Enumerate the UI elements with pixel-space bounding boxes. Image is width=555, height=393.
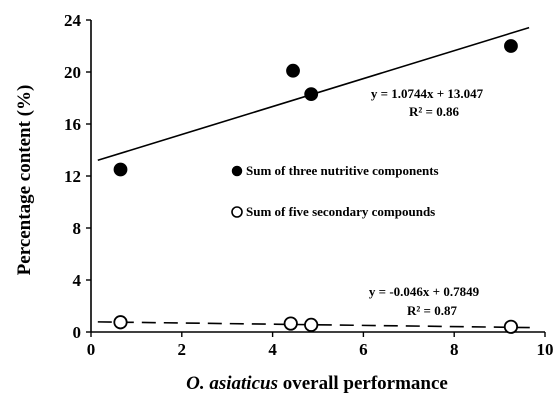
legend-label-secondary: Sum of five secondary compounds [246,204,435,219]
data-point-nutritive [113,162,128,177]
trendline-2-r2: R² = 0.87 [407,303,457,318]
legend: Sum of three nutritive components Sum of… [231,163,439,219]
y-tick-label: 8 [73,219,82,238]
x-axis-title: O. asiaticus overall performance [186,373,448,393]
y-tick-label: 0 [73,323,82,342]
x-tick-label: 0 [87,340,96,359]
data-point-secondary [113,315,128,330]
trendline-1-equation: y = 1.0744x + 13.047 [371,86,484,101]
data-point-secondary [304,317,319,332]
y-tick-label: 24 [64,11,82,30]
legend-label-nutritive: Sum of three nutritive components [246,163,439,178]
legend-marker-open-circle [231,206,243,218]
data-point-nutritive [504,39,518,53]
x-axis-title-rest: overall performance [278,373,448,393]
trendline-1-annotation: y = 1.0744x + 13.047 R² = 0.86 [371,86,484,119]
y-axis-title: Percentage content (%) [14,85,35,276]
trendline-2 [97,321,534,329]
y-tick-label: 16 [64,115,81,134]
legend-item-nutritive: Sum of three nutritive components [231,163,439,178]
x-tick-label: 4 [268,340,277,359]
legend-marker-filled-circle [231,165,243,177]
data-point-secondary [503,319,519,334]
x-tick-label: 10 [537,340,554,359]
x-axis-title-species: O. asiaticus [186,373,278,393]
x-tick-label: 8 [450,340,459,359]
x-tick-label: 6 [359,340,368,359]
trendline-2-annotation: y = -0.046x + 0.7849 R² = 0.87 [369,284,480,318]
y-tick-label: 12 [64,167,81,186]
data-point-nutritive [304,87,319,101]
data-point-nutritive [286,63,300,78]
x-tick-label: 2 [178,340,187,359]
legend-item-secondary: Sum of five secondary compounds [231,204,435,219]
trendline-1-r2: R² = 0.86 [409,104,459,119]
y-tick-label: 4 [73,271,82,290]
trendline-2-equation: y = -0.046x + 0.7849 [369,284,480,299]
data-points [113,39,519,334]
data-point-secondary [283,316,298,331]
y-tick-label: 20 [64,63,81,82]
